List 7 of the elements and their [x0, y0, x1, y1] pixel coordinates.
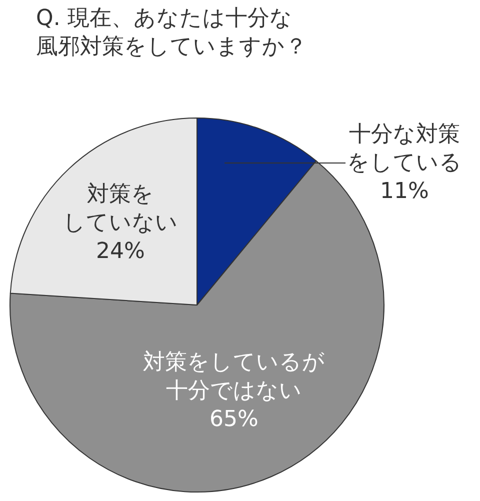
slice-label: 対策をしているが十分ではない: [143, 350, 325, 404]
slice-label: 対策をしていない: [63, 182, 178, 236]
data-label: 11%: [380, 179, 429, 204]
chart-title: Q. 現在、あなたは十分な風邪対策をしていますか？: [36, 6, 307, 60]
data-label: 24%: [96, 239, 145, 264]
data-label: 65%: [210, 407, 258, 432]
slice-label: 十分な対策をしている: [347, 122, 462, 176]
